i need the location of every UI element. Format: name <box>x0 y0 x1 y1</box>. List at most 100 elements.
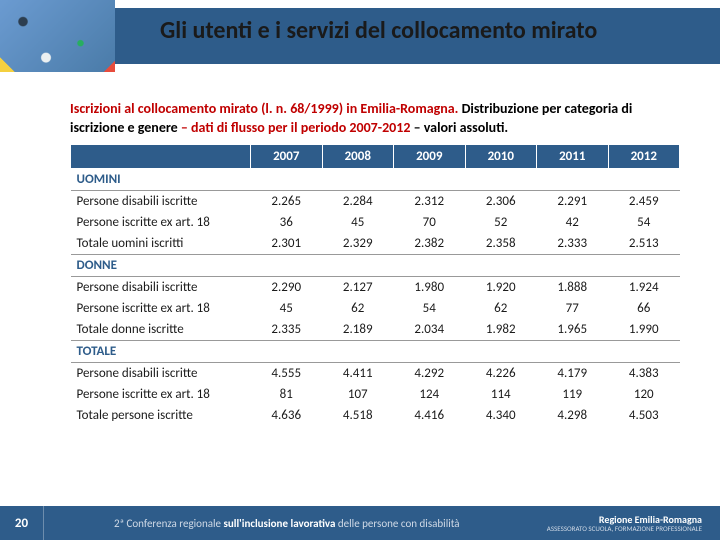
cell-value: 36 <box>251 212 323 233</box>
cell-value: 2.333 <box>537 233 609 255</box>
cell-value: 120 <box>608 384 680 405</box>
table-head: 200720082009201020112012 <box>71 144 680 168</box>
cell-value: 42 <box>537 212 609 233</box>
cell-value: 62 <box>465 298 537 319</box>
table-header-row: 200720082009201020112012 <box>71 144 680 168</box>
table-row: Totale uomini iscritti2.3012.3292.382 2.3… <box>71 233 680 255</box>
footer-conf-prefix: 2ª Conferenza regionale <box>114 517 223 530</box>
section-row: UOMINI <box>71 168 680 190</box>
row-label: Persone iscritte ex art. 18 <box>71 298 251 319</box>
cell-value: 1.980 <box>394 276 466 298</box>
cell-value: 2.301 <box>251 233 323 255</box>
table-row: Persone iscritte ex art. 18364570524254 <box>71 212 680 233</box>
cell-value: 2.291 <box>537 190 609 212</box>
page-title: Gli utenti e i servizi del collocamento … <box>160 16 597 45</box>
row-label: Persone disabili iscritte <box>71 190 251 212</box>
footer-conf-bold: sull'inclusione lavorativa <box>223 517 335 530</box>
footer-logo-line2: ASSESSORATO SCUOLA, FORMAZIONE PROFESSIO… <box>547 525 702 533</box>
cell-value: 2.127 <box>322 276 394 298</box>
cell-value: 2.034 <box>394 319 466 341</box>
row-label: Totale persone iscritte <box>71 405 251 426</box>
cell-value: 2.335 <box>251 319 323 341</box>
cell-value: 4.636 <box>251 405 323 426</box>
table-row: Persone disabili iscritte2.2902.1271.980… <box>71 276 680 298</box>
cell-value: 70 <box>394 212 466 233</box>
cell-value: 2.189 <box>322 319 394 341</box>
cell-value: 4.383 <box>608 362 680 384</box>
cell-value: 124 <box>394 384 466 405</box>
cell-value: 2.284 <box>322 190 394 212</box>
col-year: 2010 <box>465 144 537 168</box>
table-caption: Iscrizioni al collocamento mirato (l. n.… <box>70 100 680 138</box>
cell-value: 52 <box>465 212 537 233</box>
table-row: Totale donne iscritte2.3352.1892.0341.98… <box>71 319 680 341</box>
section-row: TOTALE <box>71 340 680 362</box>
section-label: TOTALE <box>71 340 680 362</box>
cell-value: 4.555 <box>251 362 323 384</box>
col-year: 2009 <box>394 144 466 168</box>
cell-value: 4.179 <box>537 362 609 384</box>
cell-value: 119 <box>537 384 609 405</box>
cell-value: 2.290 <box>251 276 323 298</box>
cell-value: 66 <box>608 298 680 319</box>
table-body: UOMINIPersone disabili iscritte2.2652.28… <box>71 168 680 426</box>
table-row: Persone iscritte ex art. 188110712411411… <box>71 384 680 405</box>
col-year: 2011 <box>537 144 609 168</box>
col-label <box>71 144 251 168</box>
decorative-logo <box>0 0 115 72</box>
row-label: Totale donne iscritte <box>71 319 251 341</box>
cell-value: 4.518 <box>322 405 394 426</box>
cell-value: 1.920 <box>465 276 537 298</box>
table-row: Persone disabili iscritte2.2652.2842.312… <box>71 190 680 212</box>
cell-value: 1.982 <box>465 319 537 341</box>
col-year: 2008 <box>322 144 394 168</box>
cell-value: 4.226 <box>465 362 537 384</box>
cell-value: 2.312 <box>394 190 466 212</box>
cell-value: 2.306 <box>465 190 537 212</box>
cell-value: 4.411 <box>322 362 394 384</box>
row-label: Persone disabili iscritte <box>71 276 251 298</box>
cell-value: 4.340 <box>465 405 537 426</box>
cell-value: 107 <box>322 384 394 405</box>
cell-value: 62 <box>322 298 394 319</box>
table-row: Persone iscritte ex art. 18456254627766 <box>71 298 680 319</box>
data-table: 200720082009201020112012 UOMINIPersone d… <box>70 144 680 426</box>
cell-value: 2.459 <box>608 190 680 212</box>
cell-value: 45 <box>322 212 394 233</box>
cell-value: 2.265 <box>251 190 323 212</box>
page-number: 20 <box>0 506 44 540</box>
row-label: Persone iscritte ex art. 18 <box>71 384 251 405</box>
cell-value: 114 <box>465 384 537 405</box>
cell-value: 54 <box>608 212 680 233</box>
footer-conf-suffix: delle persone con disabilità <box>335 517 459 530</box>
cell-value: 1.990 <box>608 319 680 341</box>
cell-value: 1.965 <box>537 319 609 341</box>
footer-region-logo: Regione Emilia-Romagna ASSESSORATO SCUOL… <box>547 514 720 533</box>
cell-value: 4.416 <box>394 405 466 426</box>
section-label: UOMINI <box>71 168 680 190</box>
row-label: Persone disabili iscritte <box>71 362 251 384</box>
cell-value: 45 <box>251 298 323 319</box>
col-year: 2007 <box>251 144 323 168</box>
section-label: DONNE <box>71 254 680 276</box>
header: Gli utenti e i servizi del collocamento … <box>0 0 720 72</box>
col-year: 2012 <box>608 144 680 168</box>
cell-value: 4.292 <box>394 362 466 384</box>
row-label: Totale uomini iscritti <box>71 233 251 255</box>
cell-value: 4.298 <box>537 405 609 426</box>
table-row: Persone disabili iscritte4.5554.4114.292… <box>71 362 680 384</box>
caption-part-3: – dati di flusso per il periodo 2007-201… <box>181 119 411 136</box>
caption-part-1: Iscrizioni al collocamento mirato (l. n.… <box>70 100 458 117</box>
caption-part-4: – valori assoluti. <box>410 119 508 136</box>
cell-value: 81 <box>251 384 323 405</box>
footer-text: 2ª Conferenza regionale sull'inclusione … <box>44 517 547 530</box>
cell-value: 2.329 <box>322 233 394 255</box>
cell-value: 77 <box>537 298 609 319</box>
content-area: Iscrizioni al collocamento mirato (l. n.… <box>70 100 680 426</box>
cell-value: 1.924 <box>608 276 680 298</box>
section-row: DONNE <box>71 254 680 276</box>
footer-logo-line1: Regione Emilia-Romagna <box>547 514 702 525</box>
cell-value: 54 <box>394 298 466 319</box>
cell-value: 2.382 <box>394 233 466 255</box>
footer: 20 2ª Conferenza regionale sull'inclusio… <box>0 506 720 540</box>
